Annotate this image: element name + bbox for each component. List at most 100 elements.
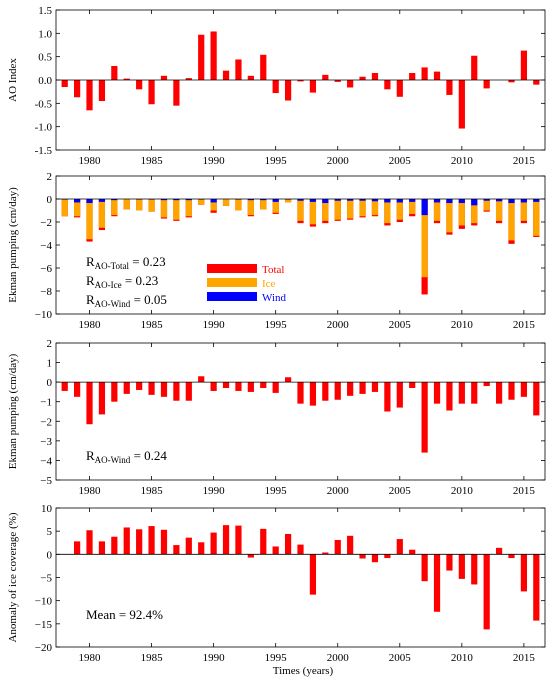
bar-total (111, 382, 118, 402)
x-tick-label: 1995 (265, 319, 288, 331)
bar-total (74, 80, 81, 98)
bar-wind (185, 199, 192, 201)
y-tick-label: 0 (47, 549, 53, 561)
bar-wind (371, 199, 379, 202)
bar-total (446, 80, 453, 95)
legend: Total Ice Wind (207, 264, 286, 304)
bar-total (359, 554, 366, 559)
y-tick-label: 0.5 (38, 52, 52, 64)
r-wind-annotation: RAO-Wind = 0.05 (86, 292, 167, 309)
bar-total (458, 382, 465, 404)
bar-ice (260, 199, 267, 210)
y-tick-label: 2 (47, 171, 53, 183)
bar-total (409, 549, 416, 555)
bar-total (409, 73, 416, 80)
bar-ice (322, 199, 329, 221)
bar-total (86, 80, 93, 111)
y-tick-label: 0 (47, 377, 53, 389)
y-tick-label: 10 (41, 503, 53, 515)
bar-total (533, 554, 540, 621)
bar-total (86, 530, 93, 555)
bar-total (334, 80, 341, 82)
bar-total (210, 31, 217, 80)
chart-panel-1: -1.5 -1.0 -0.5 0.0 0.5 1.0 1.5 1980 1985 1990 1995… (7, 5, 546, 167)
bar-wind (111, 199, 118, 201)
bar-total (198, 376, 205, 383)
bar-ice (185, 199, 192, 217)
bar-wind (272, 199, 279, 202)
legend-label-wind: Wind (262, 292, 286, 304)
y-tick-label: -1.0 (35, 122, 53, 134)
y-tick-label: −20 (35, 642, 53, 654)
x-tick-label: 1990 (203, 652, 226, 664)
bar-total (371, 382, 379, 392)
x-tick-label: 2005 (389, 319, 412, 331)
bar-total (198, 34, 205, 80)
bar-wind (98, 199, 106, 202)
bar-ice (297, 199, 304, 221)
x-tick-label: 2005 (389, 652, 412, 664)
panels-group: -1.5 -1.0 -0.5 0.0 0.5 1.0 1.5 1980 1985 1990 1995… (7, 5, 546, 664)
x-tick-label: 1980 (79, 652, 102, 664)
bar-total (384, 554, 391, 559)
bar-total (173, 80, 180, 106)
y-tick-label: −2 (40, 217, 52, 229)
bar-total (160, 529, 168, 555)
r-total-annotation: RAO-Total = 0.23 (86, 254, 166, 271)
y-axis-label: Ekman pumping (cm/day) (7, 353, 19, 469)
bar-total (272, 80, 279, 94)
mean-annotation: Mean = 92.4% (86, 607, 163, 622)
bar-ice (160, 199, 168, 218)
bar-total (123, 382, 130, 394)
bar-ice (74, 199, 81, 217)
x-tick-label: 2010 (451, 485, 474, 497)
bar-total (483, 554, 490, 630)
bar-wind (260, 199, 267, 201)
bar-total (123, 527, 130, 555)
bar-total (508, 554, 515, 559)
bar-total (272, 546, 279, 555)
bar-wind (173, 199, 180, 201)
bar-total (384, 80, 391, 90)
y-tick-label: −15 (35, 619, 53, 631)
bar-wind (309, 199, 317, 202)
bar-total (222, 382, 230, 389)
bar-total (235, 525, 242, 555)
bar-ice (371, 199, 379, 216)
bar-total (359, 382, 366, 394)
bar-ice (210, 199, 217, 211)
y-tick-label: 0.0 (38, 75, 52, 87)
bar-wind (347, 199, 354, 201)
y-tick-label: −10 (35, 596, 53, 608)
bar-total (520, 382, 528, 397)
y-tick-label: −2 (40, 416, 52, 428)
bar-ice (334, 199, 341, 220)
legend-swatch-total (207, 264, 257, 273)
bar-ice (61, 199, 68, 217)
y-tick-label: 1.5 (38, 5, 52, 17)
bar-total (160, 75, 168, 80)
bar-ice (471, 199, 478, 224)
chart-panel-3: −5 −4 −3 −2 −1 0 1 2 1980 1985 1990 1995 2000 2005 201… (7, 338, 546, 497)
bar-ice (396, 199, 403, 220)
y-tick-label: −6 (40, 263, 52, 275)
bar-total (284, 377, 292, 383)
y-axis-label: AO Index (7, 58, 19, 102)
y-tick-label: 1 (47, 358, 53, 370)
bar-total (309, 80, 317, 93)
bar-ice (520, 199, 528, 221)
bar-total (433, 554, 441, 612)
bar-total (483, 382, 490, 387)
x-tick-label: 1985 (141, 485, 164, 497)
bar-wind (520, 199, 528, 203)
bar-total (483, 80, 490, 89)
bar-wind (359, 199, 366, 201)
bar-ice (409, 199, 416, 214)
bar-ice (359, 199, 366, 217)
bar-ice (508, 199, 515, 241)
x-tick-label: 1980 (79, 485, 102, 497)
bar-wind (446, 199, 453, 204)
bar-total (458, 80, 465, 129)
bar-ice (222, 199, 230, 206)
bar-total (136, 80, 143, 90)
